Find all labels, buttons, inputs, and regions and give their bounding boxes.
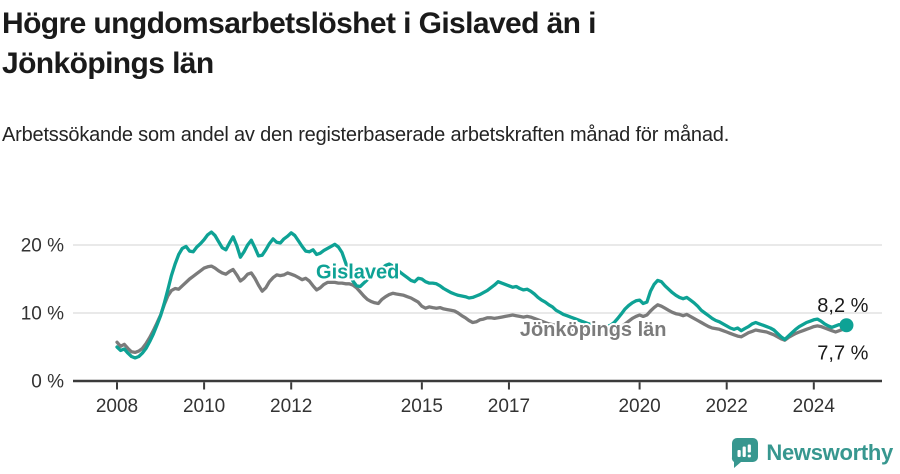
series-line-gislaved (115, 230, 849, 360)
x-axis-tick-label: 2022 (706, 396, 748, 417)
x-axis-tick-label: 2017 (488, 396, 530, 417)
series-line-j-nk-pings-l-n (115, 264, 849, 355)
y-axis-tick-label: 10 % (21, 304, 64, 325)
end-value-label: 8,2 % (817, 295, 868, 317)
x-axis-tick-label: 2024 (793, 396, 836, 417)
y-axis-tick-label: 0 % (31, 372, 64, 393)
bar-chart-glyph (737, 444, 752, 458)
x-axis-tick-label: 2015 (401, 396, 443, 417)
brand-name: Newsworthy (766, 439, 893, 465)
y-axis-tick-label: 20 % (21, 236, 64, 257)
brand-footer: Newsworthy (730, 437, 893, 468)
chart-subtitle: Arbetssökande som andel av den registerb… (2, 124, 730, 146)
series-label: Jönköpings län (520, 319, 667, 341)
x-axis-tick-label: 2012 (270, 396, 312, 417)
x-axis-tick-label: 2008 (96, 396, 138, 417)
series-label: Gislaved (316, 261, 399, 283)
x-axis-tick-label: 2020 (618, 396, 660, 417)
end-value-label: 7,7 % (817, 343, 868, 365)
latest-value-dot (839, 318, 854, 333)
newsworthy-logo-icon (732, 438, 759, 468)
line-chart: 0 % 10 % 20 % 2008 2010 2012 2015 2017 2020 2022 2… (21, 230, 882, 417)
x-axis-tick-label: 2010 (183, 396, 225, 417)
chart-title: Högre ungdomsarbetslöshet i Gislaved än … (2, 7, 596, 80)
